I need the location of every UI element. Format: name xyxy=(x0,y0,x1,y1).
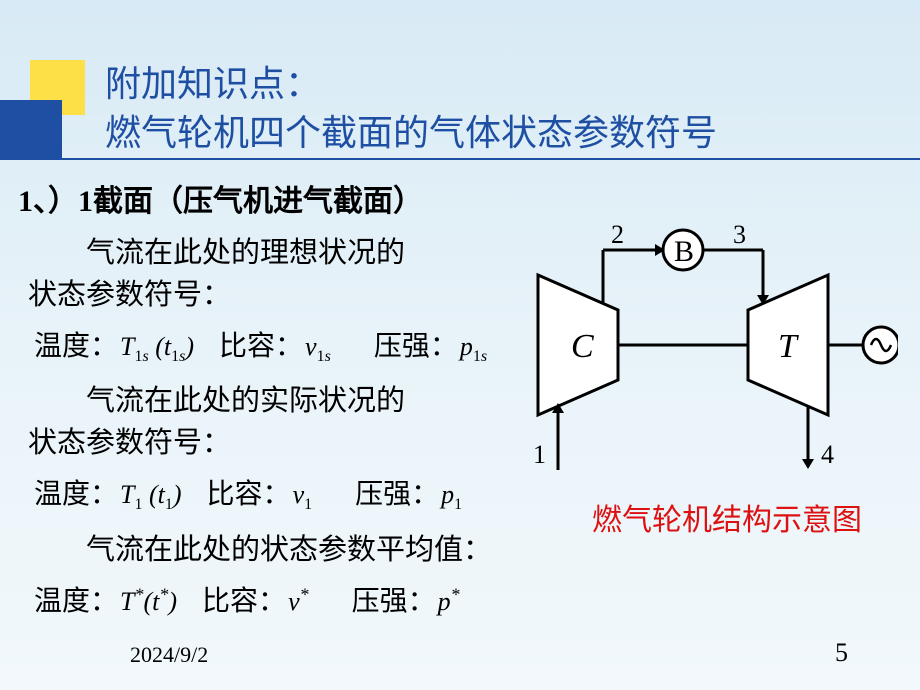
temp-label: 温度： xyxy=(34,586,118,617)
press-value: p* xyxy=(438,587,460,616)
slide-title: 附加知识点： 燃气轮机四个截面的气体状态参数符号 xyxy=(105,60,717,157)
vol-value: v* xyxy=(288,587,309,616)
diagram-svg: C T B 2 3 1 4 xyxy=(503,205,898,480)
temp-value: T1 (t1) xyxy=(120,480,182,509)
section-heading: 1、）1截面（压气机进气截面） xyxy=(18,176,518,220)
arrow-4 xyxy=(802,459,814,469)
ideal-params-row: 温度：T1s (t1s) 比容：v1s 压强：p1s xyxy=(34,324,518,366)
temp-label: 温度： xyxy=(34,331,118,362)
blue-square xyxy=(0,100,62,158)
corner-decoration xyxy=(0,0,120,180)
ideal-intro: 气流在此处的理想状况的状态参数符号： xyxy=(28,232,518,316)
footer-page: 5 xyxy=(835,638,848,668)
diagram-caption: 燃气轮机结构示意图 xyxy=(592,495,862,539)
combustor-label: B xyxy=(674,235,694,268)
content-area: 1、）1截面（压气机进气截面） 气流在此处的理想状况的状态参数符号： 温度：T1… xyxy=(18,176,518,633)
actual-intro: 气流在此处的实际状况的状态参数符号： xyxy=(28,380,518,464)
title-line1: 附加知识点： xyxy=(105,60,717,109)
horizontal-rule xyxy=(0,158,920,160)
compressor-label: C xyxy=(571,328,594,365)
title-line2: 燃气轮机四个截面的气体状态参数符号 xyxy=(105,109,717,158)
footer-date: 2024/9/2 xyxy=(130,642,208,668)
label-1: 1 xyxy=(533,440,546,469)
vol-label: 比容： xyxy=(219,331,303,362)
press-label: 压强： xyxy=(355,479,439,510)
vol-label: 比容： xyxy=(207,479,291,510)
press-label: 压强： xyxy=(374,331,458,362)
label-2: 2 xyxy=(611,220,624,249)
actual-params-row: 温度：T1 (t1) 比容：v1 压强：p1 xyxy=(34,472,518,514)
press-value: p1s xyxy=(460,332,487,361)
gas-turbine-diagram: C T B 2 3 1 4 xyxy=(503,205,898,480)
label-4: 4 xyxy=(821,440,834,469)
press-label: 压强： xyxy=(352,586,436,617)
label-3: 3 xyxy=(733,220,746,249)
turbine-label: T xyxy=(778,328,799,365)
vol-label: 比容： xyxy=(202,586,286,617)
avg-params-row: 温度：T*(t*) 比容：v* 压强：p* xyxy=(34,579,518,619)
vol-value: v1s xyxy=(305,332,331,361)
avg-intro: 气流在此处的状态参数平均值： xyxy=(28,529,518,571)
temp-label: 温度： xyxy=(34,479,118,510)
temp-value: T*(t*) xyxy=(120,587,177,616)
vol-value: v1 xyxy=(293,480,313,509)
press-value: p1 xyxy=(441,480,462,509)
temp-value: T1s (t1s) xyxy=(120,332,194,361)
